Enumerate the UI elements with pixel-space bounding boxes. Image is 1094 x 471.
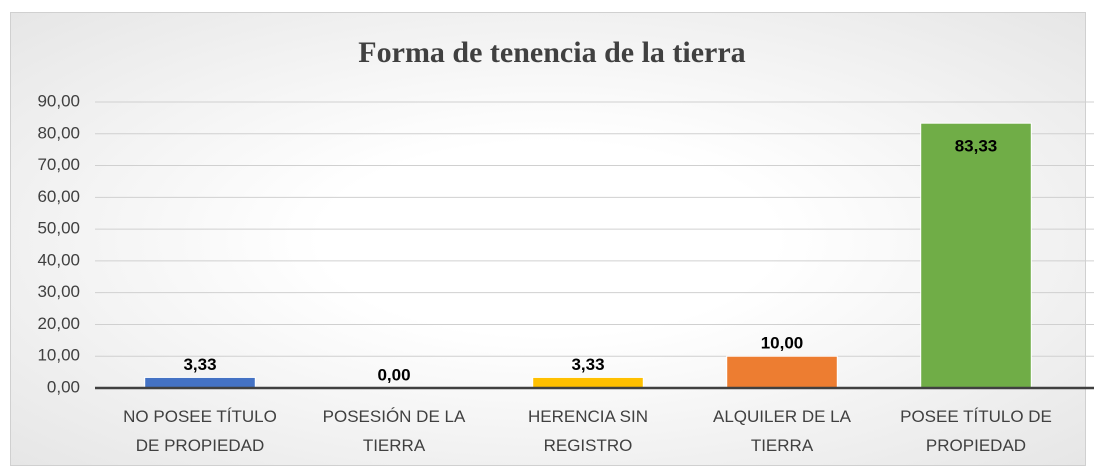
chart-title: Forma de tenencia de la tierra xyxy=(358,36,745,69)
y-tick-label: 80,00 xyxy=(37,123,80,142)
y-tick-label: 20,00 xyxy=(37,314,80,333)
x-tick-label: ALQUILER DE LA TIERRA xyxy=(713,407,851,455)
chart-frame xyxy=(10,12,1086,466)
bar xyxy=(726,355,838,389)
y-tick-label: 0,00 xyxy=(47,377,80,396)
x-tick-label: HERENCIA SIN REGISTRO xyxy=(528,407,648,455)
data-label: 3,33 xyxy=(571,355,604,374)
y-tick-label: 10,00 xyxy=(37,346,80,365)
y-tick-label: 30,00 xyxy=(37,282,80,301)
data-label: 3,33 xyxy=(183,355,216,374)
data-label: 0,00 xyxy=(377,365,410,384)
data-label: 83,33 xyxy=(955,137,998,156)
x-tick-label: POSEE TÍTULO DE PROPIEDAD xyxy=(900,407,1052,455)
bar xyxy=(920,122,1032,389)
y-tick-label: 60,00 xyxy=(37,187,80,206)
x-tick-label: POSESIÓN DE LA TIERRA xyxy=(322,407,466,455)
data-label: 10,00 xyxy=(761,334,804,353)
bar xyxy=(532,376,644,389)
y-tick-label: 90,00 xyxy=(37,91,80,110)
y-tick-label: 50,00 xyxy=(37,219,80,238)
y-tick-label: 40,00 xyxy=(37,250,80,269)
x-tick-label: NO POSEE TÍTULO DE PROPIEDAD xyxy=(123,407,277,455)
bar xyxy=(144,376,256,389)
y-tick-label: 70,00 xyxy=(37,155,80,174)
